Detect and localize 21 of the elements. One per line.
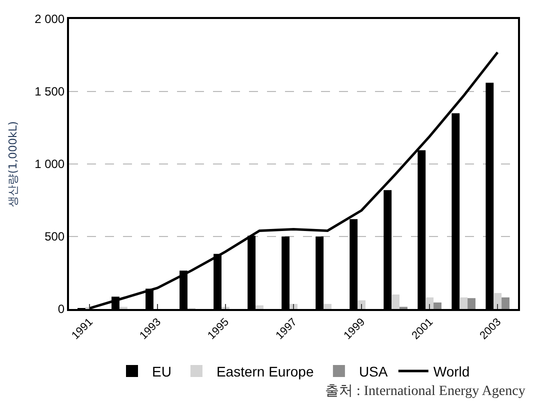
- bar: [468, 298, 476, 309]
- y-tick-label: 1 500: [34, 84, 65, 99]
- y-tick-label: 2 000: [34, 12, 65, 26]
- bar: [392, 294, 400, 309]
- bar: [460, 297, 468, 309]
- y-tick-label: 1 000: [34, 157, 65, 172]
- bar: [502, 297, 510, 309]
- legend-label: World: [433, 363, 470, 380]
- bar: [494, 293, 502, 309]
- bar: [256, 305, 264, 309]
- bar: [324, 304, 332, 309]
- legend-label: EU: [152, 363, 172, 380]
- legend-label: USA: [358, 363, 388, 380]
- bar: [426, 297, 434, 309]
- y-tick-label: 500: [44, 230, 65, 244]
- bar: [358, 300, 366, 309]
- y-axis-title: 생산량(1,000kL): [6, 121, 20, 207]
- source-note: 출처 : International Energy Agency: [325, 384, 526, 399]
- y-tick-label: 0: [58, 302, 65, 316]
- bar: [434, 302, 442, 309]
- legend-label: Eastern Europe: [216, 363, 314, 380]
